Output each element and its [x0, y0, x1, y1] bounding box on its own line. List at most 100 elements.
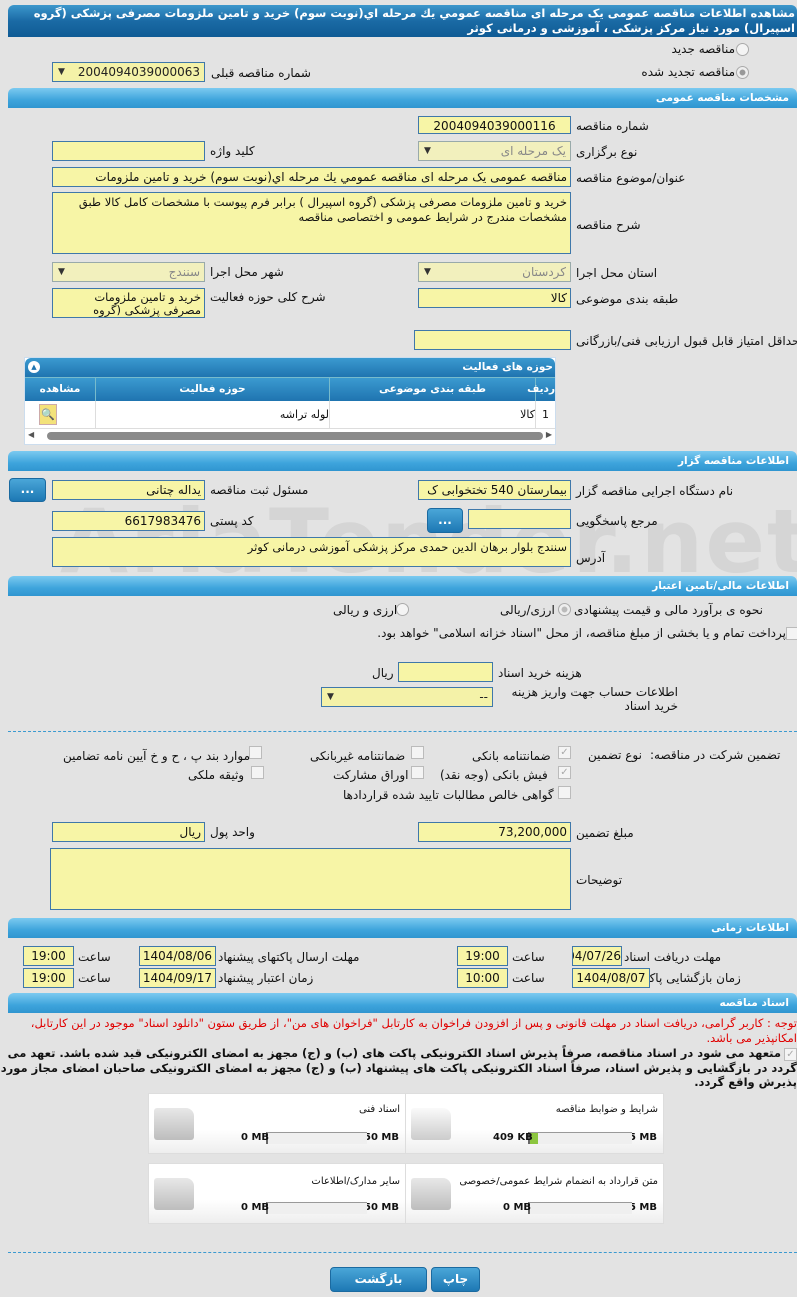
org-label: نام دستگاه اجرایی مناقصه گزار	[576, 484, 734, 498]
hour-label: ساعت	[512, 971, 545, 985]
section-general: مشخصات مناقصه عمومی	[8, 88, 797, 108]
estimate-opt1-radio[interactable]	[558, 603, 571, 616]
opening-label: زمان بازگشایی پاکت ها	[624, 971, 741, 985]
document-box[interactable]: اسناد فنی 50 MB 0 MB	[148, 1093, 406, 1154]
folder-icon	[411, 1178, 451, 1210]
hour-label: ساعت	[78, 971, 111, 985]
guarantee-type-label: نوع تضمین	[588, 748, 642, 762]
document-box[interactable]: سایر مدارک/اطلاعات 50 MB 0 MB	[148, 1163, 406, 1224]
guarantee-claims-checkbox[interactable]	[558, 786, 571, 799]
postal-field[interactable]: 6617983476	[52, 511, 205, 531]
description-label: شرح مناقصه	[576, 218, 641, 232]
document-box[interactable]: متن قرارداد به انضمام شرایط عمومی/خصوصی …	[405, 1163, 664, 1224]
commitment-checkbox[interactable]: ✓	[784, 1048, 797, 1061]
chevron-down-icon: ▼	[58, 67, 65, 77]
estimate-opt2-radio[interactable]	[396, 603, 409, 616]
chevron-down-icon: ▼	[424, 146, 431, 156]
currency-label: واحد پول	[210, 825, 255, 839]
holding-type-label: نوع برگزاری	[576, 145, 638, 159]
amount-field[interactable]: 73,200,000	[418, 822, 571, 842]
account-select[interactable]: -- ▼	[321, 687, 493, 707]
opening-time-field[interactable]: 10:00	[457, 968, 508, 988]
postal-label: کد پستی	[210, 514, 254, 528]
guarantee-bank-checkbox[interactable]: ✓	[558, 746, 571, 759]
doc-deadline-label: مهلت دریافت اسناد	[624, 950, 722, 964]
guarantee-clauses-label: موارد بند پ ، ح و خ آیین نامه تضامین	[63, 749, 251, 763]
doc-cost-field[interactable]	[398, 662, 493, 682]
address-textarea[interactable]: سنندج بلوار برهان الدین حمدی مرکز پزشکی …	[52, 537, 571, 567]
view-document-icon[interactable]: 🔍	[39, 404, 57, 425]
upload-progress	[266, 1132, 367, 1144]
subject-field[interactable]: مناقصه عمومی یک مرحله ای مناقصه عمومي يك…	[52, 167, 571, 187]
estimate-opt1-label: ارزی/ریالی	[500, 603, 555, 617]
guarantee-property-checkbox[interactable]	[251, 766, 264, 779]
new-tender-radio[interactable]	[736, 43, 749, 56]
guarantee-bonds-label: اوراق مشارکت	[333, 768, 409, 782]
progress-fill	[530, 1133, 539, 1144]
currency-field[interactable]: ریال	[52, 822, 205, 842]
account-label: اطلاعات حساب جهت واریز هزینه خرید اسناد	[511, 685, 678, 713]
category-field[interactable]: کالا	[418, 288, 571, 308]
prev-number-label: شماره مناقصه قبلی	[211, 66, 311, 80]
validity-label: زمان اعتبار پیشنهاد	[218, 971, 314, 985]
notes-label: توضیحات	[576, 873, 623, 887]
registrar-field[interactable]: یداله چتانی	[52, 480, 205, 500]
guarantee-cash-checkbox[interactable]: ✓	[558, 766, 571, 779]
guarantee-bank-label: ضمانتنامه بانکی	[472, 749, 551, 763]
doc-deadline-field[interactable]: 1404/07/26	[572, 946, 622, 966]
registrar-more-button[interactable]: ...	[9, 478, 46, 502]
upload-progress	[528, 1202, 632, 1214]
col-category: طبقه بندی موضوعی	[329, 378, 535, 401]
validity-field[interactable]: 1404/09/17	[139, 968, 216, 988]
commitment-text: ✓متعهد می شود در اسناد مناقصه، صرفاً پذی…	[0, 1046, 797, 1089]
org-field[interactable]: بیمارستان 540 تختخوابی ک	[418, 480, 571, 500]
ref-more-button[interactable]: ...	[427, 508, 463, 533]
opening-field[interactable]: 1404/08/07	[572, 968, 650, 988]
amount-label: مبلغ تضمین	[576, 826, 634, 840]
hour-label: ساعت	[512, 950, 545, 964]
province-select[interactable]: کردستان ▼	[418, 262, 571, 282]
min-score-field[interactable]	[414, 330, 571, 350]
holding-type-select[interactable]: یک مرحله ای ▼	[418, 141, 571, 161]
activity-desc-label: شرح کلی حوزه فعالیت	[210, 290, 326, 304]
min-score-label: حداقل امتیاز قابل قبول ارزیابی فنی/بازرگ…	[576, 334, 797, 348]
prev-number-select[interactable]: 2004094039000063 ▼	[52, 62, 205, 82]
chevron-down-icon: ▼	[424, 267, 431, 277]
city-select[interactable]: سنندج ▼	[52, 262, 205, 282]
print-button[interactable]: چاپ	[431, 1267, 480, 1292]
col-field: حوزه فعالیت	[95, 378, 329, 401]
guarantee-clauses-checkbox[interactable]	[249, 746, 262, 759]
guarantee-claims-label: گواهی خالص مطالبات تایید شده قراردادها	[343, 788, 554, 802]
renewed-tender-radio[interactable]	[736, 66, 749, 79]
submit-deadline-time-field[interactable]: 19:00	[23, 946, 74, 966]
guarantee-property-label: وثیقه ملکی	[188, 768, 245, 782]
doc-deadline-time-field[interactable]: 19:00	[457, 946, 508, 966]
divider	[8, 1252, 797, 1253]
table-row: 1 کالا لوله تراشه 🔍	[25, 401, 555, 429]
guarantee-label: تضمین شرکت در مناقصه:	[650, 748, 781, 762]
validity-time-field[interactable]: 19:00	[23, 968, 74, 988]
guarantee-bonds-checkbox[interactable]	[411, 766, 424, 779]
section-documents: اسناد مناقصه	[8, 993, 797, 1013]
submit-deadline-field[interactable]: 1404/08/06	[139, 946, 216, 966]
registrar-label: مسئول ثبت مناقصه	[210, 483, 309, 497]
grid-header: ردیف طبقه بندی موضوعی حوزه فعالیت مشاهده	[25, 377, 555, 401]
treasury-checkbox[interactable]	[786, 627, 797, 640]
description-textarea[interactable]: خرید و تامین ملزومات مصرفی پزشکی (گروه ا…	[52, 192, 571, 254]
section-timing: اطلاعات زمانی	[8, 918, 797, 938]
activity-desc-textarea[interactable]: خرید و تامین ملزومات مصرفی پزشکی (گروه	[52, 288, 205, 318]
documents-notice: توجه : کاربر گرامی، دریافت اسناد در مهلت…	[30, 1016, 797, 1045]
document-box[interactable]: شرایط و ضوابط مناقصه 5 MB 409 KB	[405, 1093, 664, 1154]
keyword-label: کلید واژه	[210, 144, 255, 158]
ref-field[interactable]	[468, 509, 571, 529]
guarantee-nonbank-checkbox[interactable]	[411, 746, 424, 759]
upload-progress	[266, 1202, 367, 1214]
back-button[interactable]: بازگشت	[330, 1267, 427, 1292]
category-label: طبقه بندی موضوعی	[576, 292, 679, 306]
notes-textarea[interactable]	[50, 848, 571, 910]
tender-number-field[interactable]: 2004094039000116	[418, 116, 571, 134]
horizontal-scrollbar[interactable]: ◀ ▶	[28, 430, 552, 440]
collapse-icon[interactable]: ▲	[28, 361, 40, 373]
keyword-field[interactable]	[52, 141, 205, 161]
col-index: ردیف	[527, 378, 555, 401]
